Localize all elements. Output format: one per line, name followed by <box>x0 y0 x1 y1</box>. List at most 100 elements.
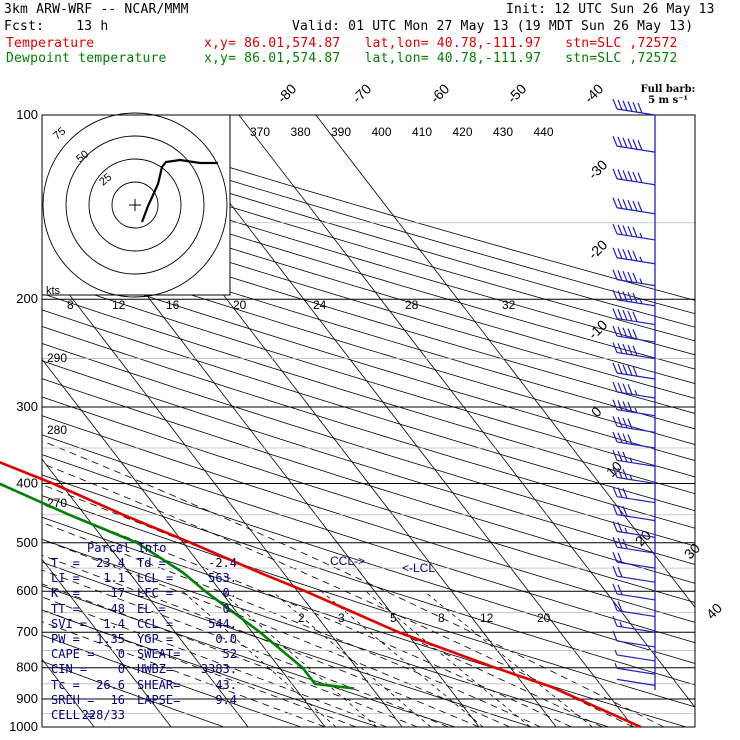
wind-barb <box>612 289 656 307</box>
barb-flag <box>612 521 618 532</box>
barb-flag <box>627 328 633 339</box>
parcel-info-row: Tc = 26.6 SHEAR= 43. <box>51 678 237 693</box>
barb-flag <box>612 431 618 443</box>
barb-shaft <box>616 279 656 287</box>
theta-label: 370 <box>250 125 270 139</box>
parcel-info-row: SVI = 1.4 CCL = 544. <box>51 616 237 632</box>
barb-flag <box>612 551 618 563</box>
dry-adiabat <box>42 415 695 623</box>
barb-flag <box>617 248 623 259</box>
thetae-label: 20 <box>233 298 247 312</box>
parcel-param-label: LCL = <box>137 571 174 586</box>
wind-barb <box>612 486 656 504</box>
thetae-label: 16 <box>166 298 180 312</box>
barb-shaft <box>616 178 656 186</box>
dry-adiabat <box>42 495 695 708</box>
parcel-info-row: LI = 1.1 LCL = 563. <box>51 571 237 586</box>
parcel-info-row: CIN = 0 HWBZ= 3383. <box>51 662 237 677</box>
theta-label: 390 <box>331 125 351 139</box>
mixing-ratio-line <box>365 590 531 727</box>
parcel-param-value: 1.4 <box>103 616 125 631</box>
barb-shaft <box>616 678 656 686</box>
barb-shaft <box>616 476 656 485</box>
barb-flag <box>617 416 623 428</box>
mixing-ratio-label: 5 <box>390 611 397 625</box>
barb-flag <box>632 171 638 183</box>
dry-adiabat <box>42 474 695 686</box>
parcel-param-value: -2.4 <box>208 556 237 570</box>
barb-shaft <box>616 530 656 538</box>
parcel-param-label: LFC = <box>137 586 174 601</box>
dry-adiabat <box>42 585 457 727</box>
pressure-tick-label: 300 <box>16 399 38 414</box>
barb-flag <box>627 138 633 149</box>
temperature-curve <box>0 460 642 729</box>
parcel-param-label: SWEAT= <box>137 647 181 662</box>
barb-flag <box>622 291 628 302</box>
barb-flag <box>612 269 618 280</box>
wind-barb <box>612 269 656 287</box>
dry-adiabat <box>42 634 303 727</box>
forecast-hour: Fcst: 13 h <box>4 19 109 34</box>
barb-shaft <box>616 459 656 467</box>
model-title: 3km ARW-WRF -- NCAR/MMM <box>4 2 189 17</box>
wind-barb <box>612 223 656 241</box>
dry-adiabat <box>42 538 611 727</box>
wind-barb <box>612 630 656 648</box>
parcel-param-value: 0 <box>117 647 125 662</box>
barb-flag <box>622 327 628 338</box>
barb-half-flag <box>634 407 638 414</box>
barb-flag <box>612 504 618 515</box>
dry-adiabat <box>42 174 695 370</box>
pressure-tick-label: 800 <box>16 660 38 675</box>
barb-half-flag <box>629 474 633 481</box>
dry-adiabat <box>42 434 695 644</box>
parcel-param-value: 228/33 <box>81 707 125 722</box>
barb-flag <box>627 291 633 303</box>
barb-flag <box>617 566 623 578</box>
barb-flag <box>622 270 628 282</box>
barb-shaft <box>616 640 656 648</box>
isotherm-label: -30 <box>585 156 611 182</box>
wind-barb <box>614 663 656 675</box>
dry-adiabat <box>42 360 695 565</box>
isotherm-label: -40 <box>581 80 607 106</box>
parcel-param-label: LAPSE= <box>137 692 181 707</box>
barb-flag <box>617 505 623 516</box>
barb-flag <box>617 270 623 281</box>
barb-flag <box>622 417 628 429</box>
barb-flag <box>617 521 623 533</box>
barb-half-flag <box>639 232 643 239</box>
parcel-param-label: EL = <box>137 601 166 616</box>
barb-flag <box>617 309 623 320</box>
parcel-param-value: 52 <box>222 647 237 662</box>
barb-shaft <box>616 609 656 618</box>
parcel-info-title: Parcel Info <box>87 541 167 555</box>
barb-flag <box>612 381 618 393</box>
barb-flag <box>627 101 633 112</box>
parcel-info-row: CAPE = 0 SWEAT= 52 <box>51 647 237 662</box>
parcel-info-row: SREH = 16 LAPSE= 9.4 <box>51 692 237 708</box>
hodograph-ring <box>65 135 205 275</box>
isotherm-line <box>161 115 634 727</box>
parcel-param-value: 0. <box>222 586 237 601</box>
barb-flag <box>632 139 638 150</box>
dry-adiabat <box>42 378 695 584</box>
isotherm-line <box>0 115 17 727</box>
theta-label: 410 <box>412 125 432 139</box>
barb-shaft <box>616 257 656 265</box>
barb-flag <box>617 224 623 235</box>
barb-flag <box>627 271 633 283</box>
theta-label: 440 <box>534 125 554 139</box>
barb-flag <box>612 615 618 627</box>
barb-flag <box>617 382 623 394</box>
barb-flag <box>622 343 628 355</box>
thetae-label: 32 <box>502 298 516 312</box>
pressure-tick-label: 1000 <box>9 719 38 734</box>
hodograph-ring <box>88 158 182 252</box>
wind-barb <box>612 467 656 485</box>
mixing-ratio-label: 8 <box>438 611 445 625</box>
barb-shaft <box>616 317 656 326</box>
pressure-tick-label: 500 <box>16 535 38 550</box>
isotherm-line <box>315 115 695 608</box>
